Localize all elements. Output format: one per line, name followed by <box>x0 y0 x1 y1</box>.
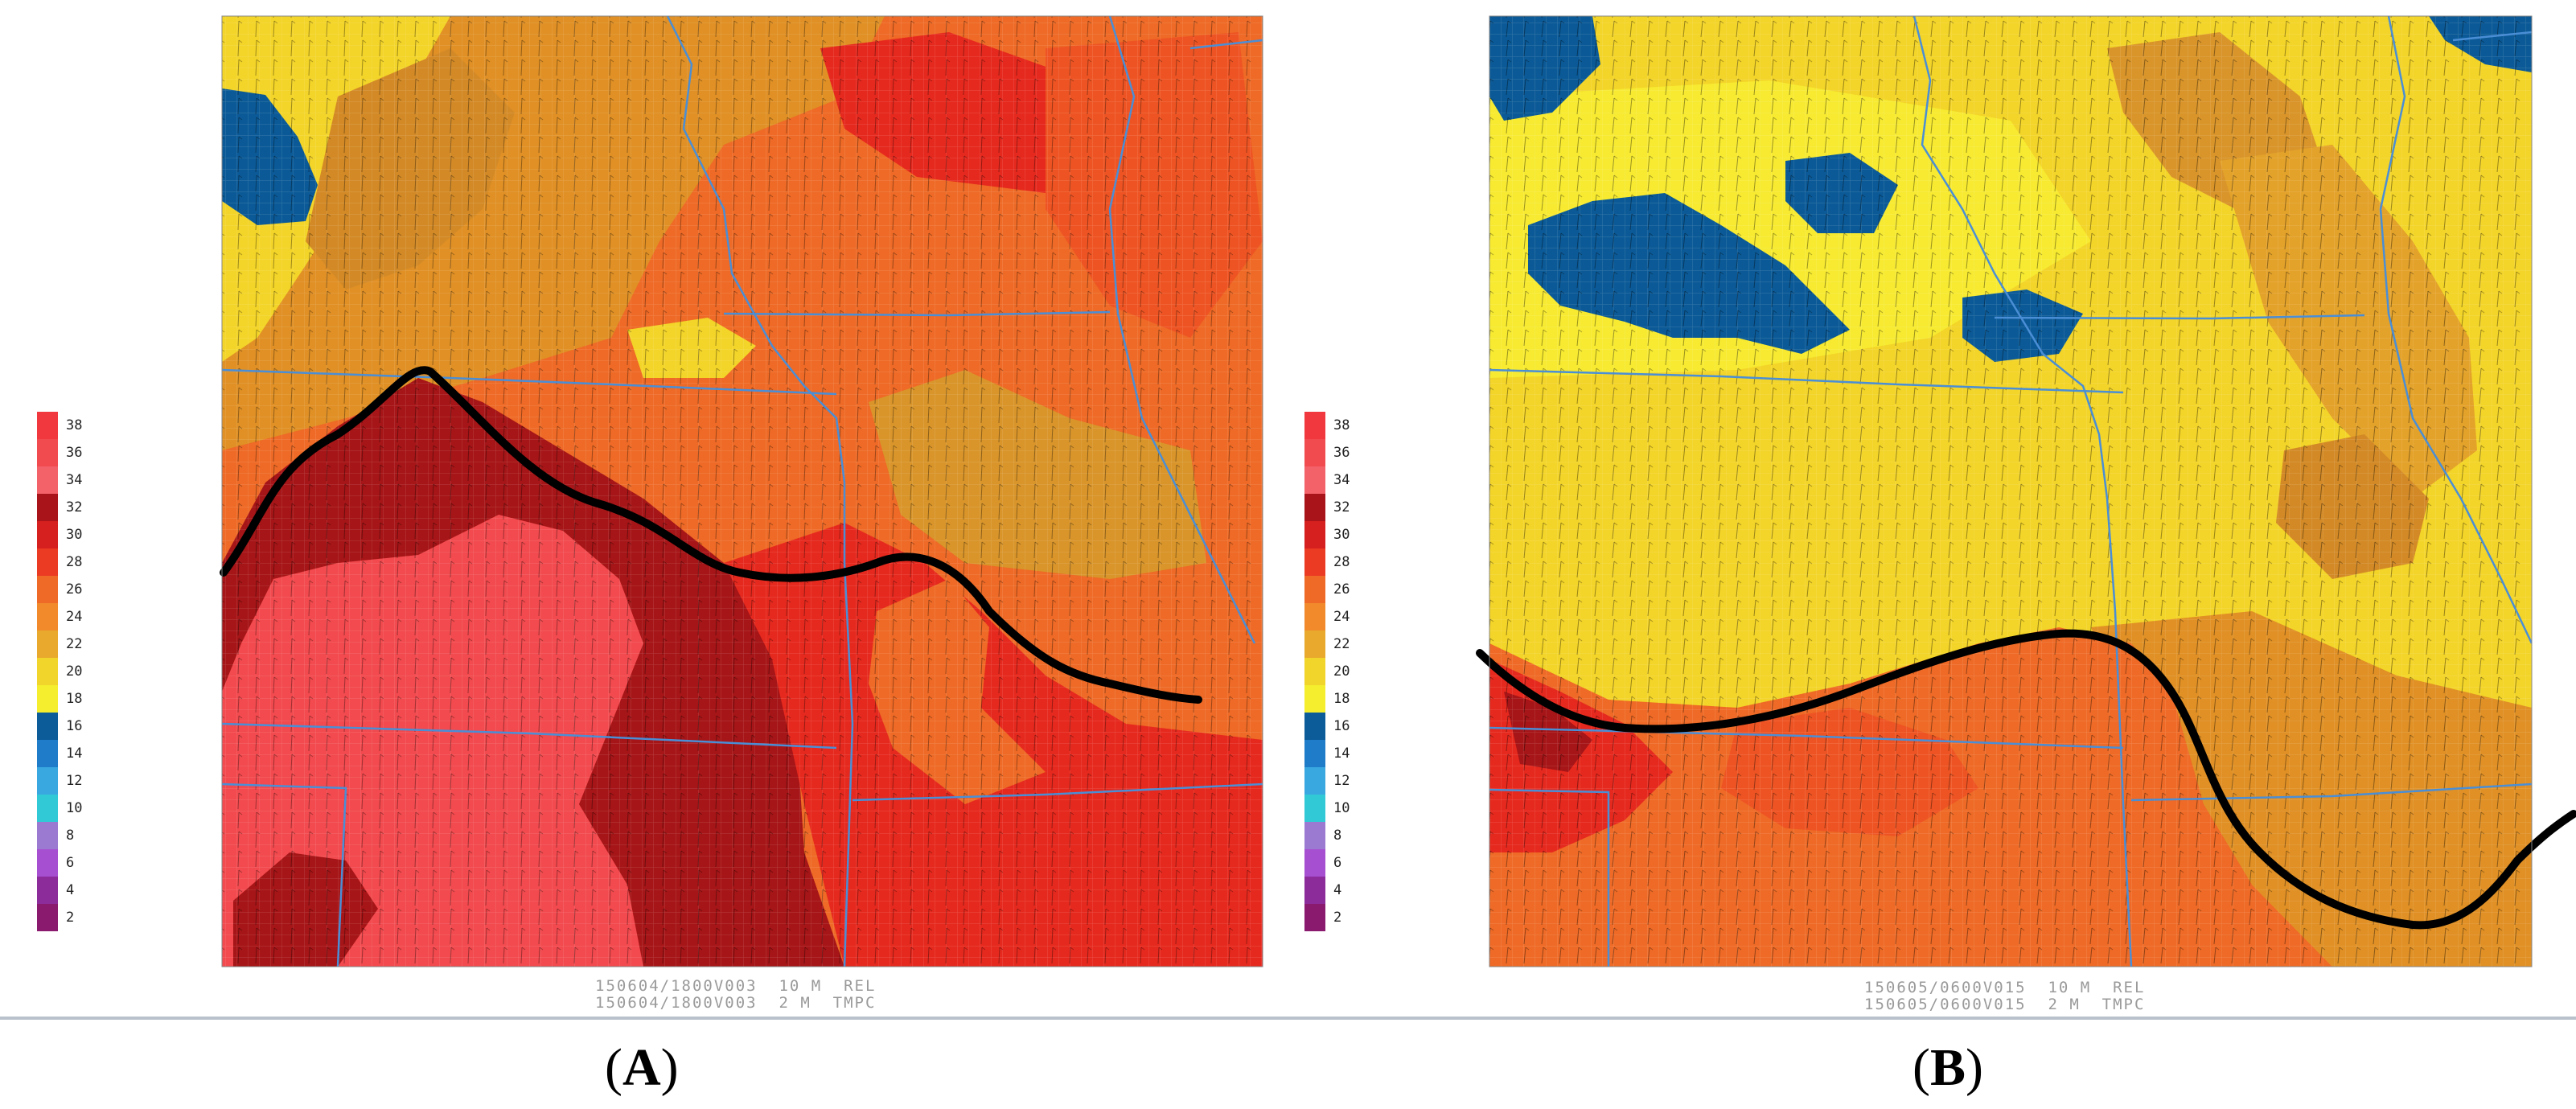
colorbar-label-32: 32 <box>66 499 83 515</box>
colorbar-label-22: 22 <box>66 636 83 652</box>
panel-label-b-close: ) <box>1966 1038 1983 1097</box>
colorbar-swatch-28 <box>37 548 58 576</box>
colorbar-swatch-28 <box>1304 548 1325 576</box>
colorbar-label-36: 36 <box>1333 445 1350 461</box>
colorbar-label-20: 20 <box>66 663 83 680</box>
colorbar-swatch-8 <box>37 822 58 849</box>
panel-label-a-close: ) <box>660 1038 679 1097</box>
colorbar-label-30: 30 <box>1333 527 1350 543</box>
colorbar-swatch-22 <box>1304 630 1325 658</box>
colorbar-label-36: 36 <box>66 445 83 461</box>
footer-line1-a: 150604/1800V003 10 M REL <box>595 977 877 995</box>
colorbar-label-28: 28 <box>1333 554 1350 570</box>
colorbar-label-16: 16 <box>66 718 83 734</box>
panel-label-b: (B) <box>1912 1037 1983 1099</box>
colorbar-swatch-26 <box>37 576 58 603</box>
colorbar-label-14: 14 <box>66 745 83 762</box>
colorbar-label-2: 2 <box>1333 910 1342 926</box>
colorbar-label-34: 34 <box>66 472 83 488</box>
colorbar-swatch-26 <box>1304 576 1325 603</box>
footer-line2-a: 150604/1800V003 2 M TMPC <box>595 994 877 1012</box>
colorbar-b: 38 36 34 32 30 28 26 24 22 20 18 16 14 12 10 8 6 4 2 <box>1304 412 1361 959</box>
colorbar-label-32: 32 <box>1333 499 1350 515</box>
map-b <box>1476 15 2576 967</box>
colorbar-swatch-10 <box>37 795 58 822</box>
colorbar-label-12: 12 <box>66 773 83 789</box>
colorbar-label-26: 26 <box>66 581 83 598</box>
colorbar-swatch-14 <box>37 740 58 767</box>
colorbar-label-6: 6 <box>66 855 75 871</box>
front-line-a <box>220 366 1202 704</box>
separator-rule <box>0 1017 2576 1020</box>
colorbar-swatch-30 <box>1304 521 1325 548</box>
colorbar-swatch-6 <box>37 849 58 877</box>
colorbar-label-28: 28 <box>66 554 83 570</box>
state-boundaries-b <box>1489 16 2532 967</box>
colorbar-swatch-16 <box>37 713 58 740</box>
panel-label-a-letter: A <box>622 1038 661 1097</box>
colorbar-swatch-4 <box>1304 877 1325 904</box>
panel-label-b-letter: B <box>1929 1038 1966 1097</box>
colorbar-swatch-22 <box>37 630 58 658</box>
front-line-b <box>1476 629 2576 930</box>
colorbar-swatch-20 <box>1304 658 1325 685</box>
colorbar-label-12: 12 <box>1333 773 1350 789</box>
colorbar-swatch-18 <box>1304 685 1325 713</box>
colorbar-swatch-6 <box>1304 849 1325 877</box>
colorbar-label-38: 38 <box>1333 417 1350 433</box>
colorbar-swatch-36 <box>37 439 58 466</box>
colorbar-swatch-2 <box>37 904 58 931</box>
colorbar-swatch-38 <box>37 412 58 439</box>
colorbar-label-18: 18 <box>1333 691 1350 707</box>
colorbar-label-14: 14 <box>1333 745 1350 762</box>
colorbar-swatch-20 <box>37 658 58 685</box>
colorbar-label-2: 2 <box>66 910 75 926</box>
colorbar-swatch-30 <box>37 521 58 548</box>
colorbar-swatch-38 <box>1304 412 1325 439</box>
colorbar-label-26: 26 <box>1333 581 1350 598</box>
colorbar-swatch-4 <box>37 877 58 904</box>
colorbar-label-6: 6 <box>1333 855 1342 871</box>
panel-a: 38 36 34 32 30 28 26 24 22 20 18 16 14 12 10 8 6 4 2 <box>0 0 1287 1097</box>
colorbar-swatch-34 <box>1304 466 1325 494</box>
colorbar-label-16: 16 <box>1333 718 1350 734</box>
colorbar-swatch-14 <box>1304 740 1325 767</box>
colorbar-swatch-2 <box>1304 904 1325 931</box>
colorbar-label-30: 30 <box>66 527 83 543</box>
colorbar-swatch-16 <box>1304 713 1325 740</box>
colorbar-a: 38 36 34 32 30 28 26 24 22 20 18 16 14 12 10 8 6 4 2 <box>37 412 93 959</box>
colorbar-label-4: 4 <box>66 882 75 898</box>
colorbar-label-24: 24 <box>1333 609 1350 625</box>
colorbar-label-24: 24 <box>66 609 83 625</box>
colorbar-label-34: 34 <box>1333 472 1350 488</box>
colorbar-swatch-34 <box>37 466 58 494</box>
colorbar-swatch-12 <box>37 767 58 795</box>
panel-label-a: (A) <box>605 1037 679 1099</box>
footer-line1-b: 150605/0600V015 10 M REL <box>1864 979 2146 996</box>
colorbar-label-20: 20 <box>1333 663 1350 680</box>
colorbar-swatch-24 <box>1304 603 1325 630</box>
panel-label-a-open: ( <box>605 1038 622 1097</box>
colorbar-swatch-36 <box>1304 439 1325 466</box>
colorbar-label-38: 38 <box>66 417 83 433</box>
colorbar-swatch-32 <box>1304 494 1325 521</box>
colorbar-label-4: 4 <box>1333 882 1342 898</box>
colorbar-label-8: 8 <box>66 828 75 844</box>
state-boundaries-a <box>222 16 1263 967</box>
colorbar-swatch-24 <box>37 603 58 630</box>
colorbar-label-18: 18 <box>66 691 83 707</box>
colorbar-label-10: 10 <box>66 800 83 816</box>
map-a <box>220 15 1263 967</box>
colorbar-swatch-8 <box>1304 822 1325 849</box>
colorbar-swatch-32 <box>37 494 58 521</box>
colorbar-label-10: 10 <box>1333 800 1350 816</box>
panel-b: 38 36 34 32 30 28 26 24 22 20 18 16 14 12 10 8 6 4 2 <box>1287 0 2576 1097</box>
colorbar-swatch-18 <box>37 685 58 713</box>
colorbar-label-22: 22 <box>1333 636 1350 652</box>
colorbar-swatch-10 <box>1304 795 1325 822</box>
panel-label-b-open: ( <box>1912 1038 1930 1097</box>
colorbar-swatch-12 <box>1304 767 1325 795</box>
colorbar-label-8: 8 <box>1333 828 1342 844</box>
footer-line2-b: 150605/0600V015 2 M TMPC <box>1864 996 2146 1013</box>
